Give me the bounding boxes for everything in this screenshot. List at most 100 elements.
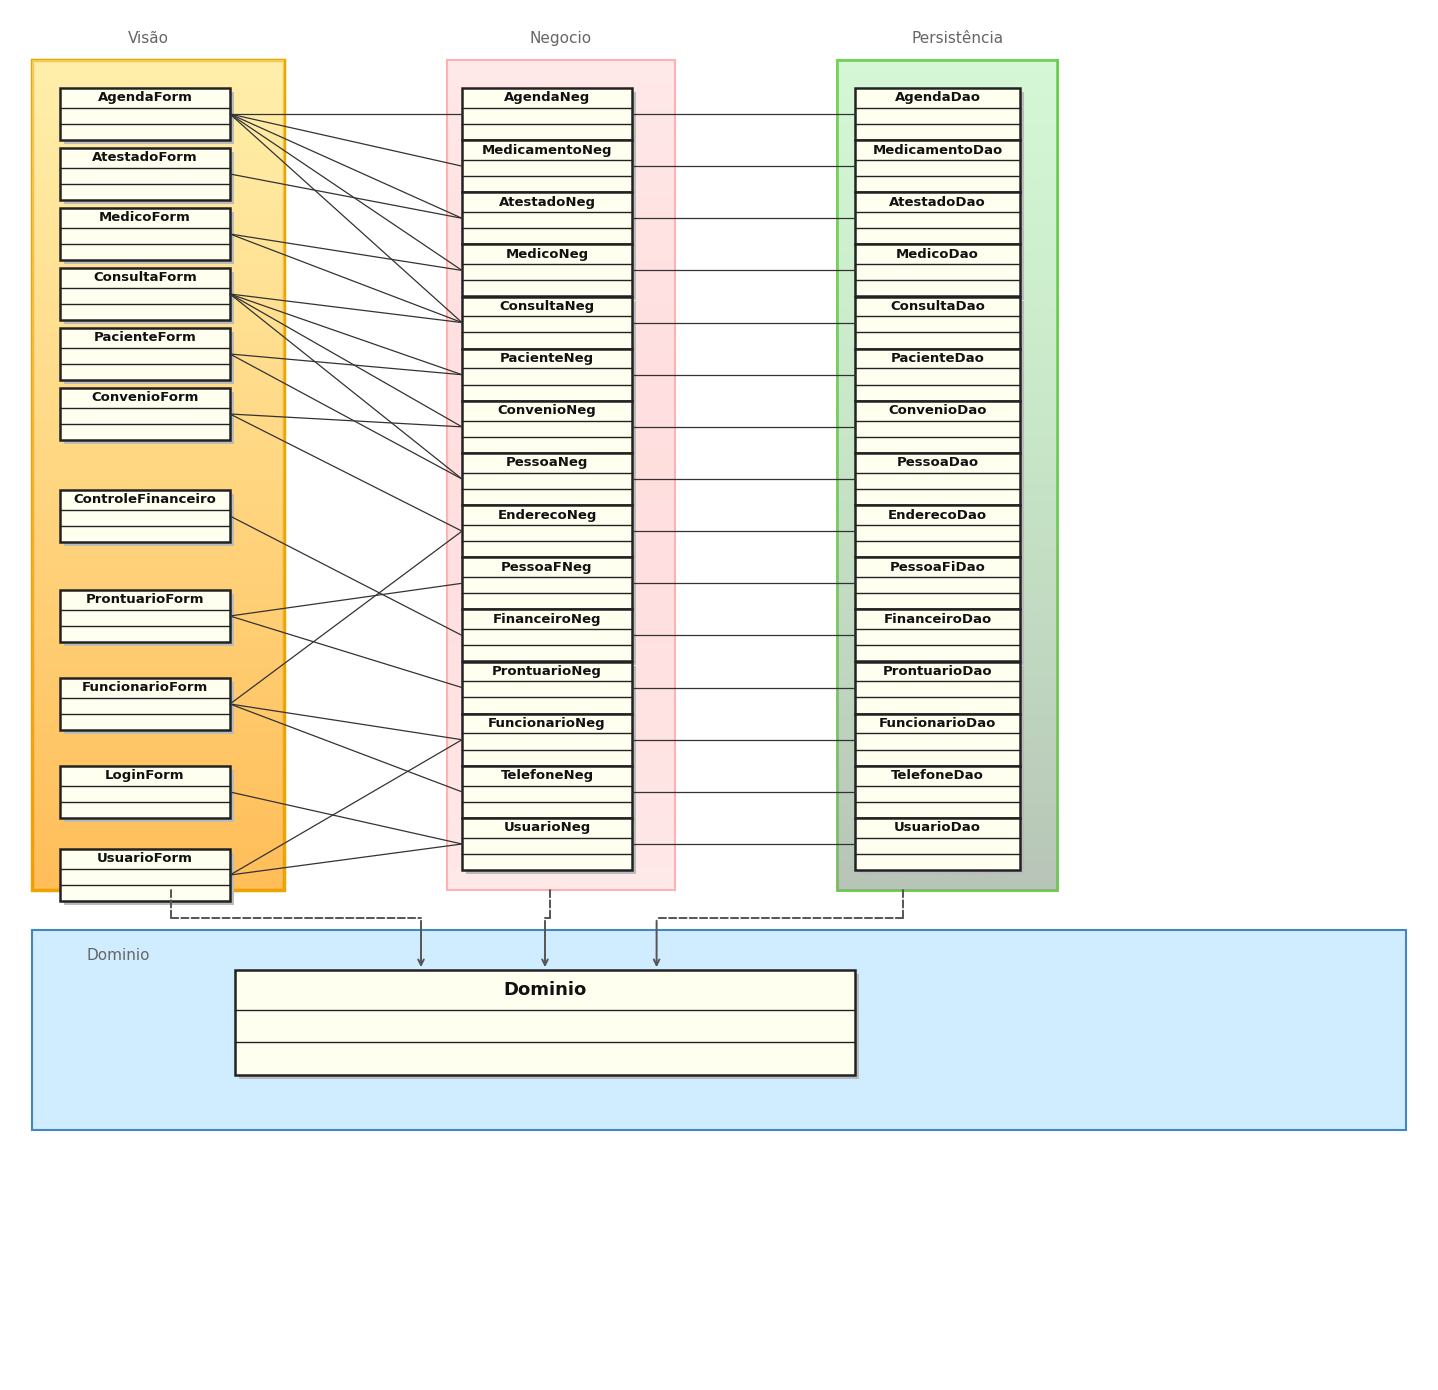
Bar bbox=[60, 766, 230, 817]
Text: Dominio: Dominio bbox=[503, 981, 587, 999]
Bar bbox=[856, 713, 1020, 766]
Bar bbox=[466, 562, 636, 613]
Bar bbox=[856, 766, 1020, 817]
Text: PessoaFiDao: PessoaFiDao bbox=[890, 560, 985, 574]
Bar bbox=[856, 245, 1020, 296]
Text: MedicoForm: MedicoForm bbox=[99, 211, 191, 224]
Bar bbox=[60, 491, 230, 542]
Bar bbox=[60, 268, 230, 320]
Bar bbox=[462, 453, 631, 505]
Bar bbox=[856, 609, 1020, 662]
Text: UsuarioForm: UsuarioForm bbox=[96, 852, 193, 866]
Bar bbox=[462, 88, 631, 140]
Bar bbox=[462, 349, 631, 400]
Bar bbox=[239, 974, 858, 1079]
Bar bbox=[60, 208, 230, 260]
Text: FinanceiroNeg: FinanceiroNeg bbox=[493, 613, 601, 626]
Text: AgendaDao: AgendaDao bbox=[894, 92, 981, 104]
Text: PacienteForm: PacienteForm bbox=[93, 331, 197, 345]
Text: Persistência: Persistência bbox=[912, 31, 1004, 46]
Bar bbox=[462, 766, 631, 817]
Bar bbox=[856, 662, 1020, 713]
Text: ProntuarioNeg: ProntuarioNeg bbox=[492, 664, 603, 678]
Text: AtestadoForm: AtestadoForm bbox=[92, 152, 198, 164]
Text: FuncionarioNeg: FuncionarioNeg bbox=[487, 717, 605, 730]
Text: ProntuarioForm: ProntuarioForm bbox=[86, 594, 204, 606]
Bar bbox=[466, 509, 636, 562]
Text: ConsultaNeg: ConsultaNeg bbox=[499, 300, 594, 313]
Bar bbox=[858, 457, 1024, 509]
Text: MedicamentoDao: MedicamentoDao bbox=[873, 143, 1002, 157]
Bar bbox=[60, 388, 230, 441]
Bar bbox=[234, 970, 856, 1074]
Bar bbox=[60, 678, 230, 730]
Bar bbox=[858, 770, 1024, 821]
Bar bbox=[32, 930, 1406, 1130]
Bar bbox=[856, 349, 1020, 400]
Bar bbox=[837, 60, 1057, 890]
Bar bbox=[60, 147, 230, 200]
Bar bbox=[32, 60, 283, 890]
Text: ConvenioNeg: ConvenioNeg bbox=[498, 404, 597, 417]
Text: ConvenioDao: ConvenioDao bbox=[889, 404, 986, 417]
Text: ConvenioForm: ConvenioForm bbox=[91, 392, 198, 404]
Bar bbox=[65, 272, 234, 324]
Text: MedicamentoNeg: MedicamentoNeg bbox=[482, 143, 613, 157]
Text: MedicoDao: MedicoDao bbox=[896, 247, 979, 261]
Bar bbox=[858, 196, 1024, 249]
Text: PessoaFNeg: PessoaFNeg bbox=[502, 560, 592, 574]
Bar bbox=[462, 817, 631, 870]
Text: FuncionarioDao: FuncionarioDao bbox=[879, 717, 997, 730]
Bar bbox=[466, 92, 636, 145]
Bar bbox=[462, 609, 631, 662]
Bar bbox=[858, 717, 1024, 770]
Bar bbox=[856, 400, 1020, 453]
Bar bbox=[466, 821, 636, 874]
Bar bbox=[856, 557, 1020, 609]
Text: ProntuarioDao: ProntuarioDao bbox=[883, 664, 992, 678]
Bar bbox=[856, 505, 1020, 557]
Text: Dominio: Dominio bbox=[88, 948, 151, 962]
Bar bbox=[858, 509, 1024, 562]
Bar bbox=[858, 404, 1024, 457]
Bar bbox=[466, 300, 636, 353]
Text: AgendaNeg: AgendaNeg bbox=[503, 92, 590, 104]
Bar bbox=[858, 821, 1024, 874]
Bar bbox=[65, 594, 234, 646]
Text: ConsultaForm: ConsultaForm bbox=[93, 271, 197, 285]
Bar bbox=[858, 613, 1024, 666]
Bar bbox=[466, 770, 636, 821]
Bar bbox=[466, 145, 636, 196]
Bar bbox=[858, 249, 1024, 300]
Bar bbox=[466, 249, 636, 300]
Bar bbox=[858, 562, 1024, 613]
Text: AgendaForm: AgendaForm bbox=[98, 92, 193, 104]
Bar bbox=[65, 332, 234, 384]
Bar bbox=[858, 666, 1024, 717]
Bar bbox=[856, 453, 1020, 505]
Bar bbox=[466, 717, 636, 770]
Bar bbox=[65, 770, 234, 821]
Bar bbox=[462, 140, 631, 192]
Bar bbox=[65, 392, 234, 443]
Bar bbox=[856, 296, 1020, 349]
Bar bbox=[65, 213, 234, 264]
Bar bbox=[466, 457, 636, 509]
Text: TelefoneDao: TelefoneDao bbox=[892, 769, 984, 783]
Text: EnderecoDao: EnderecoDao bbox=[887, 509, 986, 521]
Bar bbox=[856, 192, 1020, 245]
Bar bbox=[447, 60, 674, 890]
Bar bbox=[65, 853, 234, 905]
Text: FinanceiroDao: FinanceiroDao bbox=[883, 613, 992, 626]
Bar bbox=[462, 192, 631, 245]
Text: ControleFinanceiro: ControleFinanceiro bbox=[73, 493, 217, 506]
Bar bbox=[65, 493, 234, 546]
Text: LoginForm: LoginForm bbox=[105, 770, 184, 783]
Bar bbox=[856, 140, 1020, 192]
Bar bbox=[60, 328, 230, 379]
Bar bbox=[462, 400, 631, 453]
Text: PessoaNeg: PessoaNeg bbox=[506, 456, 588, 470]
Bar bbox=[466, 353, 636, 404]
Bar bbox=[65, 92, 234, 145]
Text: EnderecoNeg: EnderecoNeg bbox=[498, 509, 597, 521]
